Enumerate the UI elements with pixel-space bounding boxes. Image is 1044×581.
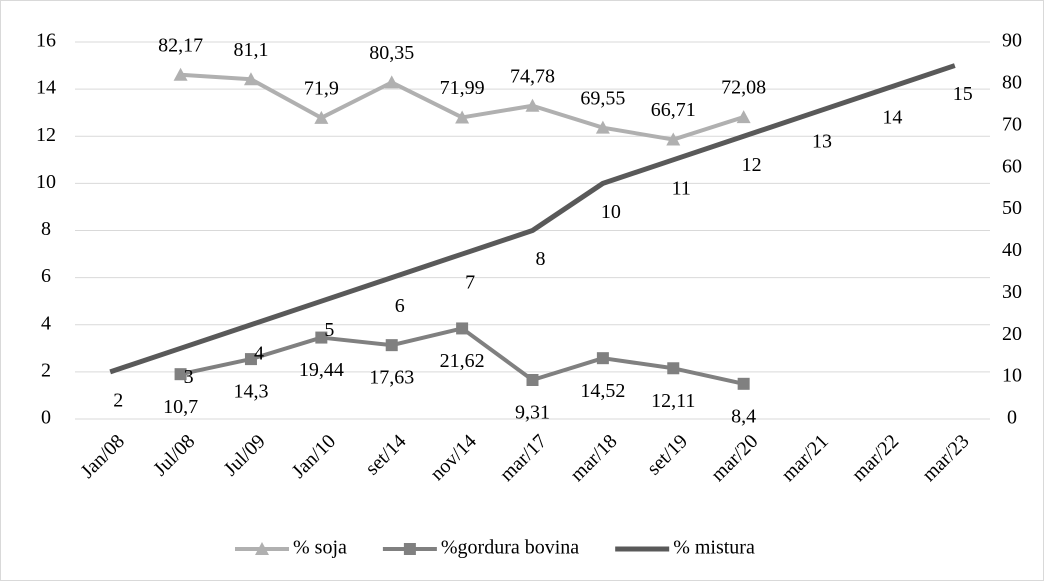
square-marker xyxy=(385,339,398,352)
triangle-marker xyxy=(243,72,258,86)
series-line xyxy=(109,63,956,375)
data-label: 74,78 xyxy=(510,65,555,87)
triangle-marker xyxy=(255,542,269,555)
data-label: 72,08 xyxy=(721,77,766,99)
data-label: 11 xyxy=(672,177,691,199)
data-label: 14,3 xyxy=(233,381,268,403)
data-label: 9,31 xyxy=(515,402,550,424)
y-tick-label: 4 xyxy=(41,312,51,334)
y2-tick-label: 0 xyxy=(1007,407,1017,429)
square-marker xyxy=(526,374,539,387)
data-label: 19,44 xyxy=(299,359,344,381)
y2-tick-label: 50 xyxy=(1002,197,1022,219)
legend-label: % soja xyxy=(293,537,347,559)
y-tick-label: 0 xyxy=(41,407,51,429)
data-label: 3 xyxy=(184,366,194,388)
data-label: 8 xyxy=(536,248,546,270)
data-label: 7 xyxy=(465,272,475,294)
y2-tick-label: 30 xyxy=(1002,281,1022,303)
triangle-marker xyxy=(736,110,751,124)
y-tick-label: 2 xyxy=(41,359,51,381)
triangle-marker xyxy=(384,75,399,89)
triangle-marker xyxy=(666,132,681,146)
square-marker xyxy=(456,322,469,335)
data-label: 21,62 xyxy=(440,350,485,372)
data-label: 69,55 xyxy=(580,87,625,109)
square-marker xyxy=(737,377,750,390)
square-marker xyxy=(403,543,416,555)
data-label: 71,9 xyxy=(304,77,339,99)
y-tick-label: 8 xyxy=(41,218,51,240)
y2-tick-label: 20 xyxy=(1002,323,1022,345)
data-label: 13 xyxy=(812,130,832,152)
square-marker xyxy=(244,353,257,366)
triangle-marker xyxy=(314,110,329,124)
y2-tick-label: 90 xyxy=(1002,30,1022,52)
data-label: 71,99 xyxy=(440,77,485,99)
y2-tick-label: 80 xyxy=(1002,71,1022,93)
data-label: 10,7 xyxy=(163,396,198,418)
data-label: 66,71 xyxy=(651,99,696,121)
data-label: 12,11 xyxy=(651,390,695,412)
square-marker xyxy=(315,331,328,344)
y2-tick-label: 10 xyxy=(1002,365,1022,387)
y-tick-label: 12 xyxy=(36,124,56,146)
data-label: 14,52 xyxy=(580,380,625,402)
y-tick-label: 14 xyxy=(36,77,56,99)
data-label: 12 xyxy=(742,154,762,176)
y2-tick-label: 70 xyxy=(1002,113,1022,135)
square-marker xyxy=(667,362,680,375)
data-label: 80,35 xyxy=(369,42,414,64)
data-label: 4 xyxy=(254,342,264,364)
data-label: 2 xyxy=(113,389,123,411)
triangle-marker xyxy=(173,67,188,81)
y-tick-label: 6 xyxy=(41,265,51,287)
triangle-marker xyxy=(525,98,540,112)
data-label: 17,63 xyxy=(369,367,414,389)
square-marker xyxy=(174,368,187,381)
data-label: 8,4 xyxy=(731,405,756,427)
data-label: 81,1 xyxy=(233,39,268,61)
triangle-marker xyxy=(455,110,470,124)
data-label: 5 xyxy=(324,319,334,341)
triangle-marker xyxy=(595,120,610,134)
y2-tick-label: 60 xyxy=(1002,155,1022,177)
data-label: 6 xyxy=(395,295,405,317)
square-marker xyxy=(596,352,609,365)
y-tick-label: 10 xyxy=(36,171,56,193)
data-label: 15 xyxy=(953,83,973,105)
data-label: 10 xyxy=(601,201,621,223)
data-label: 82,17 xyxy=(158,34,203,56)
data-label: 14 xyxy=(882,107,902,129)
legend-label: % mistura xyxy=(673,537,755,559)
legend-label: %gordura bovina xyxy=(441,537,579,559)
y2-tick-label: 40 xyxy=(1002,239,1022,261)
y-tick-label: 16 xyxy=(36,30,56,52)
